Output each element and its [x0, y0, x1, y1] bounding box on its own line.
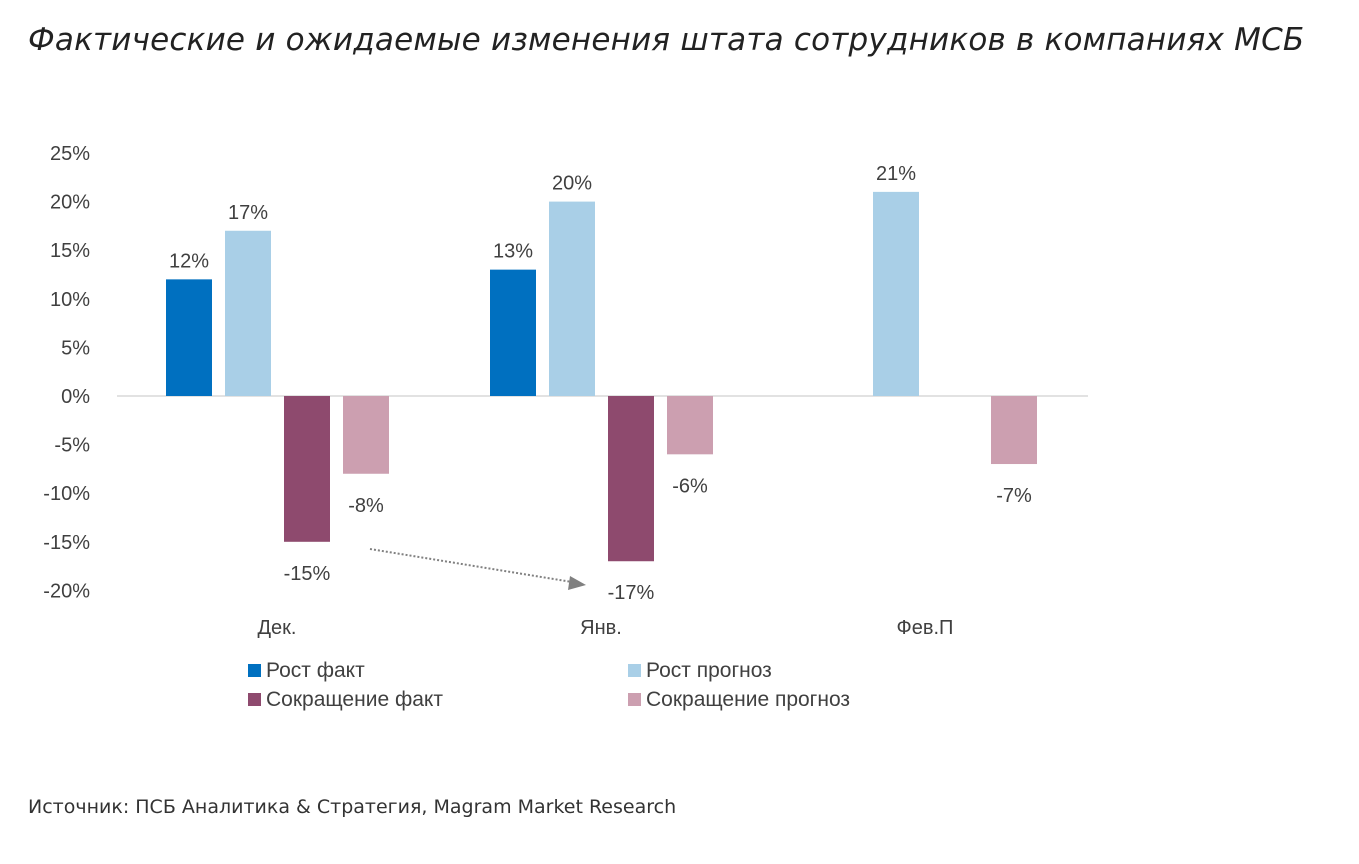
y-tick-label: -20%	[43, 580, 90, 602]
source-note: Источник: ПСБ Аналитика & Стратегия, Mag…	[28, 796, 677, 818]
y-tick-label: 5%	[61, 337, 90, 359]
legend-swatch	[248, 664, 261, 677]
bar	[284, 396, 330, 542]
y-tick-label: 15%	[50, 240, 90, 262]
legend-label: Рост факт	[266, 659, 365, 682]
data-label: 20%	[552, 173, 592, 195]
bar	[490, 269, 536, 396]
y-tick-label: 20%	[50, 192, 90, 214]
y-tick-label: -10%	[43, 483, 90, 505]
legend-swatch	[628, 664, 641, 677]
y-tick-label: 0%	[61, 386, 90, 408]
legend-swatch	[248, 693, 261, 706]
data-label: -8%	[348, 495, 384, 517]
data-label: -15%	[284, 563, 331, 585]
data-label: 17%	[228, 202, 268, 224]
legend-swatch	[628, 693, 641, 706]
data-label: -6%	[672, 475, 708, 497]
bar	[608, 396, 654, 562]
bar	[343, 396, 389, 474]
trend-arrow-line	[369, 548, 573, 583]
bar	[166, 279, 212, 396]
data-label: 13%	[493, 241, 533, 263]
y-tick-label: -15%	[43, 532, 90, 554]
legend-label: Сокращение факт	[266, 688, 443, 711]
data-label: 21%	[876, 163, 916, 185]
bar	[225, 230, 271, 396]
x-tick-label: Фев.П	[897, 617, 954, 639]
legend-label: Сокращение прогноз	[646, 688, 850, 711]
data-label: -7%	[996, 485, 1032, 507]
bar	[549, 201, 595, 396]
data-label: 12%	[169, 250, 209, 272]
chart-title: Фактические и ожидаемые изменения штата …	[28, 22, 1305, 58]
bar	[991, 396, 1037, 465]
x-tick-label: Янв.	[580, 617, 622, 639]
y-tick-label: -5%	[54, 435, 90, 457]
bar	[667, 396, 713, 455]
arrow-head-icon	[568, 576, 586, 590]
data-label: -17%	[608, 582, 655, 604]
legend-label: Рост прогноз	[646, 659, 772, 682]
y-tick-label: 10%	[50, 289, 90, 311]
x-tick-label: Дек.	[258, 617, 297, 639]
y-tick-label: 25%	[50, 143, 90, 165]
bar	[873, 191, 919, 396]
